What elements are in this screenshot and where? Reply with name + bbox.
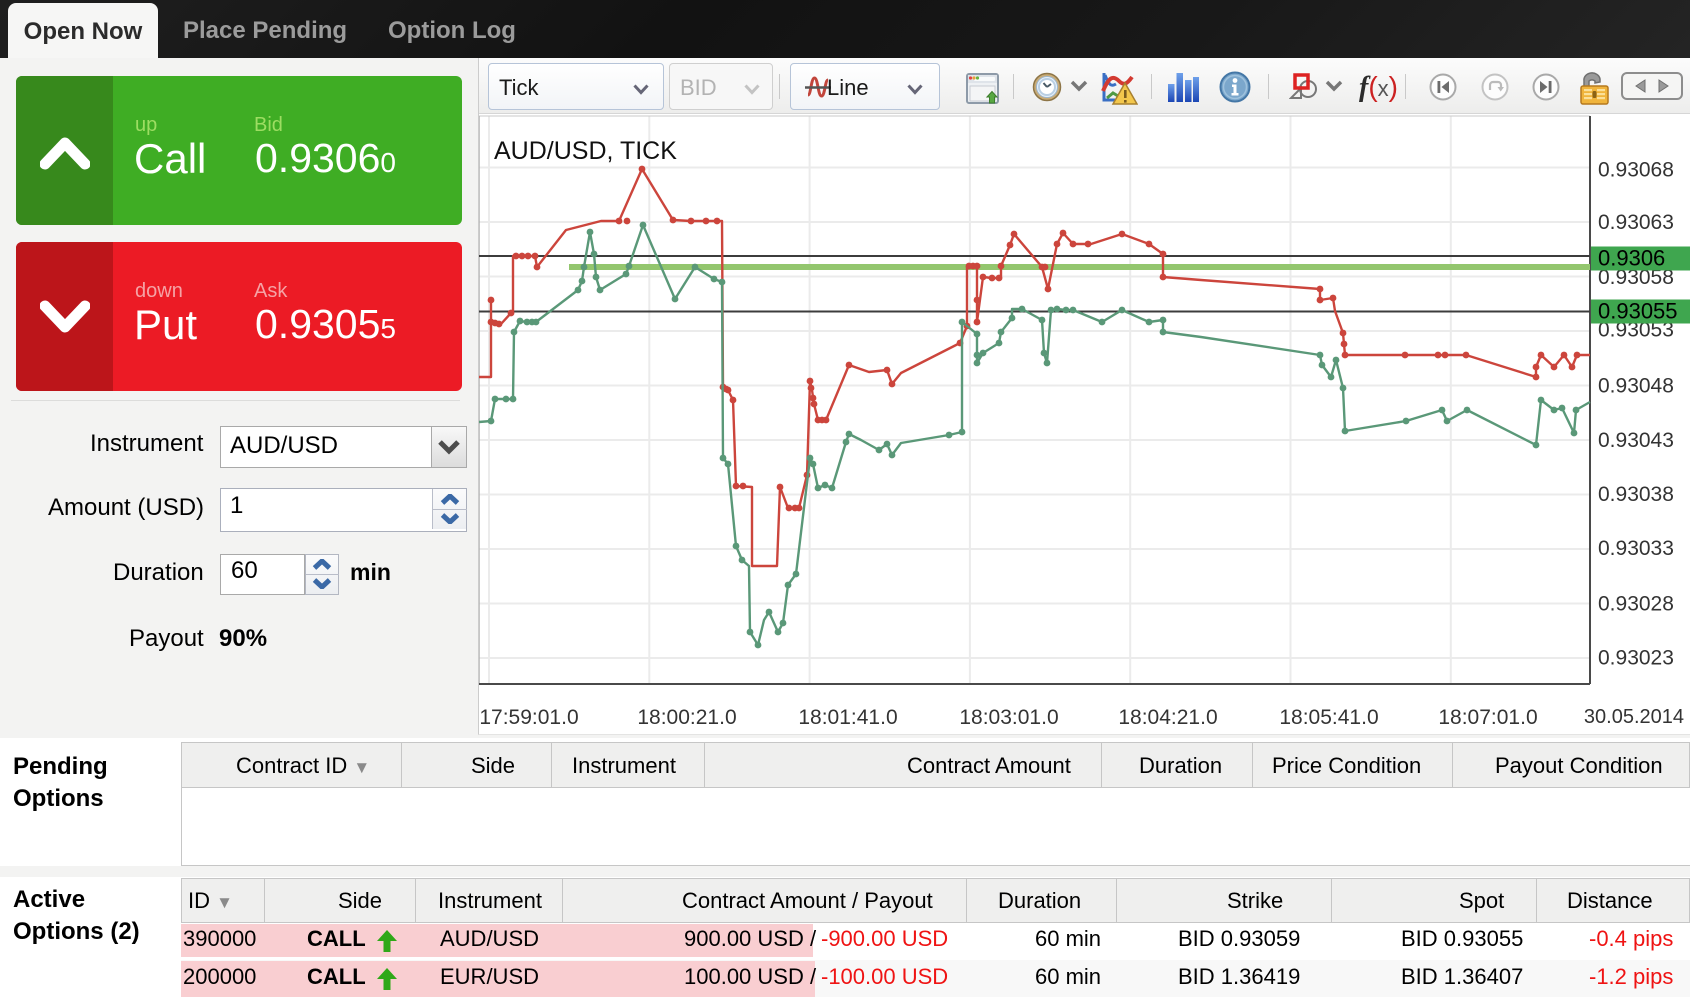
svg-text:0.93048: 0.93048 bbox=[1598, 375, 1674, 398]
svg-text:18:05:41.0: 18:05:41.0 bbox=[1279, 706, 1378, 729]
svg-text:0.93023: 0.93023 bbox=[1598, 647, 1674, 670]
svg-text:17:59:01.0: 17:59:01.0 bbox=[479, 706, 578, 729]
svg-text:0.93053: 0.93053 bbox=[1598, 319, 1674, 342]
svg-text:30.05.2014: 30.05.2014 bbox=[1584, 706, 1684, 728]
svg-text:0.9306: 0.9306 bbox=[1598, 246, 1665, 271]
svg-text:18:03:01.0: 18:03:01.0 bbox=[959, 706, 1058, 729]
svg-text:0.93063: 0.93063 bbox=[1598, 211, 1674, 234]
svg-text:0.93038: 0.93038 bbox=[1598, 483, 1674, 506]
svg-text:0.93058: 0.93058 bbox=[1598, 266, 1674, 289]
svg-text:0.93055: 0.93055 bbox=[1598, 299, 1678, 324]
svg-text:18:00:21.0: 18:00:21.0 bbox=[637, 706, 736, 729]
svg-text:18:04:21.0: 18:04:21.0 bbox=[1118, 706, 1217, 729]
svg-text:0.93068: 0.93068 bbox=[1598, 159, 1674, 182]
svg-text:AUD/USD, TICK: AUD/USD, TICK bbox=[494, 137, 677, 165]
svg-text:18:01:41.0: 18:01:41.0 bbox=[798, 706, 897, 729]
svg-text:0.93043: 0.93043 bbox=[1598, 429, 1674, 452]
svg-text:0.93028: 0.93028 bbox=[1598, 592, 1674, 615]
svg-text:0.93033: 0.93033 bbox=[1598, 537, 1674, 560]
svg-text:18:07:01.0: 18:07:01.0 bbox=[1438, 706, 1537, 729]
